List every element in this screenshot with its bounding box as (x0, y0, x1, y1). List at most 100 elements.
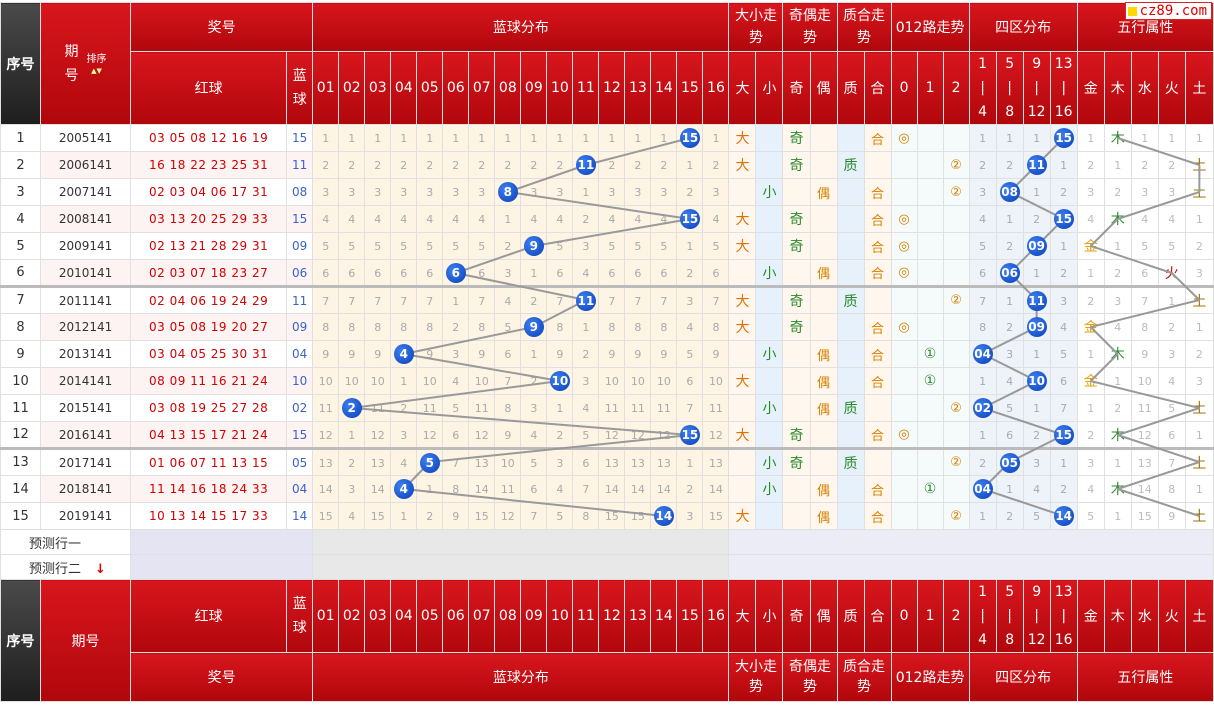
header-jianghao: 奖号 (130, 2, 314, 52)
zhihe-mark: 合 (871, 267, 885, 282)
miss-count: 15 (708, 510, 723, 523)
row-period[interactable]: 2018141 (40, 475, 132, 503)
zhihe-cell: 合 (863, 232, 892, 260)
zhihe-cell: 合 (863, 502, 892, 530)
lu-cell (916, 232, 944, 260)
predict-arrow-icon[interactable]: ↓ (95, 561, 106, 577)
miss-count: 4 (530, 428, 538, 442)
predict-label[interactable]: 预测行一 (0, 529, 132, 555)
lu-cell (890, 340, 918, 368)
jiou-cell (809, 124, 838, 152)
row-period[interactable]: 2010141 (40, 259, 132, 287)
row-period[interactable]: 2014141 (40, 367, 132, 395)
predict-red-cell[interactable] (130, 554, 314, 580)
header-num-01: 01 (312, 51, 340, 125)
dist-cell: 2 (572, 205, 600, 233)
row-period[interactable]: 2017141 (40, 447, 132, 476)
sort-button[interactable]: 排序 ▲▼ (87, 50, 107, 77)
row-red-balls: 02 13 21 28 29 31 (130, 232, 288, 260)
dist-cell: 7 (416, 285, 444, 314)
lu-cell (890, 367, 918, 395)
qu-count: 1 (1006, 483, 1014, 496)
header-qihao[interactable]: 期号排序 ▲▼ (40, 2, 132, 125)
qu-cell: 11 (1022, 285, 1051, 314)
qu-count: 8 (979, 321, 987, 334)
dist-cell: 2 (520, 285, 548, 314)
qu-count: 1 (1006, 132, 1014, 145)
row-period[interactable]: 2008141 (40, 205, 132, 233)
dist-cell: 3 (572, 232, 600, 260)
qu-cell: 1 (1022, 178, 1051, 206)
wx-cell: 1 (1184, 313, 1214, 341)
dist-cell: 1 (390, 367, 418, 395)
daxiao-cell (728, 394, 757, 422)
wx-count: 1 (1195, 321, 1203, 334)
row-blue-ball: 14 (286, 502, 314, 530)
row-period[interactable]: 2013141 (40, 340, 132, 368)
row-period[interactable]: 2007141 (40, 178, 132, 206)
miss-count: 11 (474, 402, 489, 415)
lu-cell: ② (942, 502, 970, 530)
qu-count: 2 (1006, 240, 1014, 253)
dist-cell: 10 (364, 367, 392, 395)
predict-label[interactable]: 预测行二 ↓ (0, 554, 132, 580)
wx-cell: 5 (1130, 232, 1159, 260)
jiou-cell (809, 205, 838, 233)
zhihe-cell (836, 340, 865, 368)
jiou-mark: 偶 (817, 402, 831, 418)
table-row: 9 2013141 03 04 05 25 30 31 04 9 9 9 4 9 3 9 6 1 9 2 9 9… (0, 340, 1214, 368)
miss-count: 9 (452, 510, 460, 523)
dist-cell: 11 (494, 475, 522, 503)
row-period[interactable]: 2019141 (40, 502, 132, 530)
header-qu-2: 9 | 12 (1022, 51, 1051, 125)
wx-cell: 3 (1076, 447, 1105, 476)
dist-cell: 3 (442, 178, 470, 206)
qu-cell: 04 (968, 340, 997, 368)
zhihe-cell (836, 475, 865, 503)
dist-cell: 2 (312, 151, 340, 179)
lu-mark: ◎ (898, 265, 910, 280)
qu-ball-marker: 09 (1026, 317, 1047, 337)
row-period[interactable]: 2009141 (40, 232, 132, 260)
miss-count: 2 (452, 159, 460, 172)
miss-count: 11 (422, 402, 437, 415)
predict-red-cell[interactable] (130, 529, 314, 555)
wx-count: 2 (1168, 321, 1176, 334)
site-badge[interactable]: cz89.com (1124, 2, 1212, 20)
qu-count: 1 (979, 428, 987, 442)
footer-qu-bar: | (980, 608, 985, 624)
miss-count: 10 (500, 456, 515, 470)
row-index: 2 (0, 151, 42, 179)
miss-count: 8 (426, 321, 434, 334)
sort-label: 排序 (86, 54, 107, 65)
dist-cell: 4 (650, 205, 678, 233)
predict-dist-cell[interactable] (312, 554, 730, 580)
miss-count: 10 (708, 375, 723, 388)
wx-count: 4 (1114, 321, 1122, 334)
miss-count: 1 (556, 132, 564, 145)
qu-cell: 3 (1049, 285, 1078, 314)
wx-count: 2 (1168, 159, 1176, 172)
row-period[interactable]: 2011141 (40, 285, 132, 314)
daxiao-mark: 大 (735, 374, 750, 390)
miss-count: 8 (582, 510, 590, 523)
predict-rest-cell[interactable] (728, 529, 1214, 555)
row-period[interactable]: 2006141 (40, 151, 132, 179)
row-period[interactable]: 2015141 (40, 394, 132, 422)
miss-count: 5 (660, 240, 668, 253)
table-row: 14 2018141 11 14 16 18 24 33 04 14 3 14 4 1 8 14 11… (0, 475, 1214, 503)
miss-count: 1 (400, 510, 408, 523)
header-num-03: 03 (364, 51, 392, 125)
miss-count: 4 (478, 213, 486, 226)
row-period[interactable]: 2005141 (40, 124, 132, 152)
dist-cell: 4 (338, 502, 366, 530)
qu-ball-marker: 02 (972, 398, 993, 418)
predict-dist-cell[interactable] (312, 529, 730, 555)
dist-cell: 5 (416, 447, 444, 476)
dist-cell: 1 (676, 151, 704, 179)
row-period[interactable]: 2012141 (40, 313, 132, 341)
lu-mark: ① (923, 481, 937, 497)
predict-rest-cell[interactable] (728, 554, 1214, 580)
miss-count: 5 (322, 240, 330, 253)
row-period[interactable]: 2016141 (40, 421, 132, 449)
